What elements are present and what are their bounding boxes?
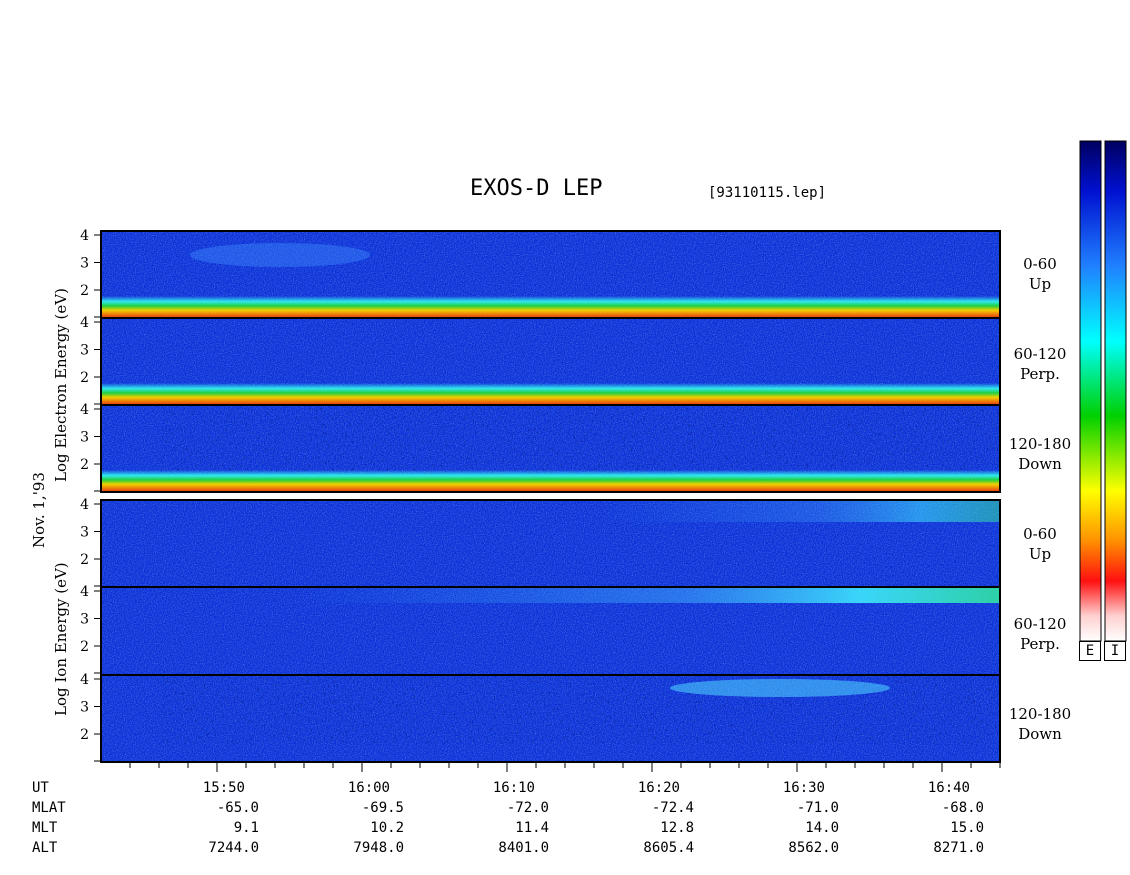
angle-label: 60-120 <box>1013 345 1067 363</box>
footer-value-mlat: -72.0 <box>506 800 549 816</box>
y-tick-label: 3 <box>80 430 89 446</box>
dir-label: Up <box>1028 275 1052 293</box>
footer-value-ut: 16:00 <box>347 780 390 796</box>
y-tick-label: 3 <box>80 700 89 716</box>
footer-value-ut: 16:30 <box>782 780 825 796</box>
angle-label: 120-180 <box>1008 435 1072 453</box>
footer-value-mlt: 9.1 <box>233 820 259 836</box>
footer-label-mlat: MLAT <box>32 800 66 816</box>
panel-electron-down-lowenergy-band <box>101 470 1000 492</box>
panel-label-e-down: 120-180 Down <box>1000 434 1080 474</box>
footer-value-alt: 8562.0 <box>788 840 839 856</box>
footer-label-mlt: MLT <box>32 820 58 836</box>
y-tick-label: 3 <box>80 525 89 541</box>
footer-value-ut: 16:40 <box>927 780 970 796</box>
dir-label: Perp. <box>1020 365 1060 383</box>
footer-value-alt: 8271.0 <box>933 840 984 856</box>
colorbar-ion <box>1104 140 1127 642</box>
footer-value-mlat: -69.5 <box>361 800 404 816</box>
angle-label: 120-180 <box>1008 705 1072 723</box>
footer-value-mlat: -65.0 <box>216 800 259 816</box>
electron-ylabel: Log Electron Energy (eV) <box>52 288 70 482</box>
dir-label: Perp. <box>1020 635 1060 653</box>
footer-value-mlt: 14.0 <box>805 820 839 836</box>
y-tick-label: 3 <box>80 256 89 272</box>
y-tick-label: 2 <box>80 552 89 568</box>
y-tick-label: 2 <box>80 457 89 473</box>
footer-label-ut: UT <box>32 780 49 796</box>
file-name: [93110115.lep] <box>708 185 827 201</box>
footer-value-ut: 16:20 <box>637 780 680 796</box>
ion-perp-enhancement <box>300 587 1000 603</box>
electron-up-enhancement <box>190 243 370 267</box>
footer-value-ut: 16:10 <box>492 780 535 796</box>
footer-value-mlt: 10.2 <box>370 820 404 836</box>
footer-value-mlt: 15.0 <box>950 820 984 836</box>
footer-value-mlat: -71.0 <box>796 800 839 816</box>
y-tick-label: 2 <box>80 639 89 655</box>
panel-electron-perp-lowenergy-band <box>101 383 1000 405</box>
y-tick-label: 3 <box>80 612 89 628</box>
dir-label: Up <box>1028 545 1052 563</box>
colorbar-label-i: I <box>1104 641 1126 661</box>
y-tick-label: 2 <box>80 283 89 299</box>
colorbar-label-e: E <box>1079 641 1101 661</box>
footer-value-alt: 7244.0 <box>208 840 259 856</box>
colorbar-electron <box>1079 140 1102 642</box>
y-tick-label: 4 <box>80 672 89 688</box>
footer-value-mlat: -68.0 <box>941 800 984 816</box>
y-tick-label: 4 <box>80 497 89 513</box>
dir-label: Down <box>1018 455 1062 473</box>
y-tick-label: 2 <box>80 370 89 386</box>
angle-label: 0-60 <box>1023 255 1057 273</box>
footer-value-mlat: -72.4 <box>651 800 694 816</box>
panel-electron-up-lowenergy-band <box>101 296 1000 318</box>
y-tick-label: 4 <box>80 315 89 331</box>
ion-up-enhancement <box>600 500 1000 522</box>
panel-electron-down-dropouts <box>161 407 1000 474</box>
footer-value-alt: 8401.0 <box>498 840 549 856</box>
footer-value-mlt: 12.8 <box>660 820 694 836</box>
date-label: Nov. 1,'93 <box>30 472 48 548</box>
electron-frame <box>100 230 1001 493</box>
panel-label-i-perp: 60-120 Perp. <box>1000 614 1080 654</box>
panel-label-e-up: 0-60 Up <box>1000 254 1080 294</box>
footer-value-ut: 15:50 <box>202 780 245 796</box>
y-tick-label: 4 <box>80 584 89 600</box>
dir-label: Down <box>1018 725 1062 743</box>
y-tick-label: 2 <box>80 727 89 743</box>
panel-label-i-down: 120-180 Down <box>1000 704 1080 744</box>
footer-value-mlt: 11.4 <box>515 820 549 836</box>
chart-title: EXOS-D LEP <box>470 176 603 201</box>
footer-value-alt: 7948.0 <box>353 840 404 856</box>
footer-value-alt: 8605.4 <box>643 840 694 856</box>
angle-label: 60-120 <box>1013 615 1067 633</box>
ion-down-enhancement <box>670 679 890 697</box>
y-tick-label: 3 <box>80 343 89 359</box>
ion-frame <box>100 499 1001 763</box>
panel-label-e-perp: 60-120 Perp. <box>1000 344 1080 384</box>
y-tick-label: 4 <box>80 402 89 418</box>
angle-label: 0-60 <box>1023 525 1057 543</box>
y-tick-label: 4 <box>80 228 89 244</box>
ion-ylabel: Log Ion Energy (eV) <box>52 562 70 716</box>
panel-label-i-up: 0-60 Up <box>1000 524 1080 564</box>
footer-label-alt: ALT <box>32 840 58 856</box>
